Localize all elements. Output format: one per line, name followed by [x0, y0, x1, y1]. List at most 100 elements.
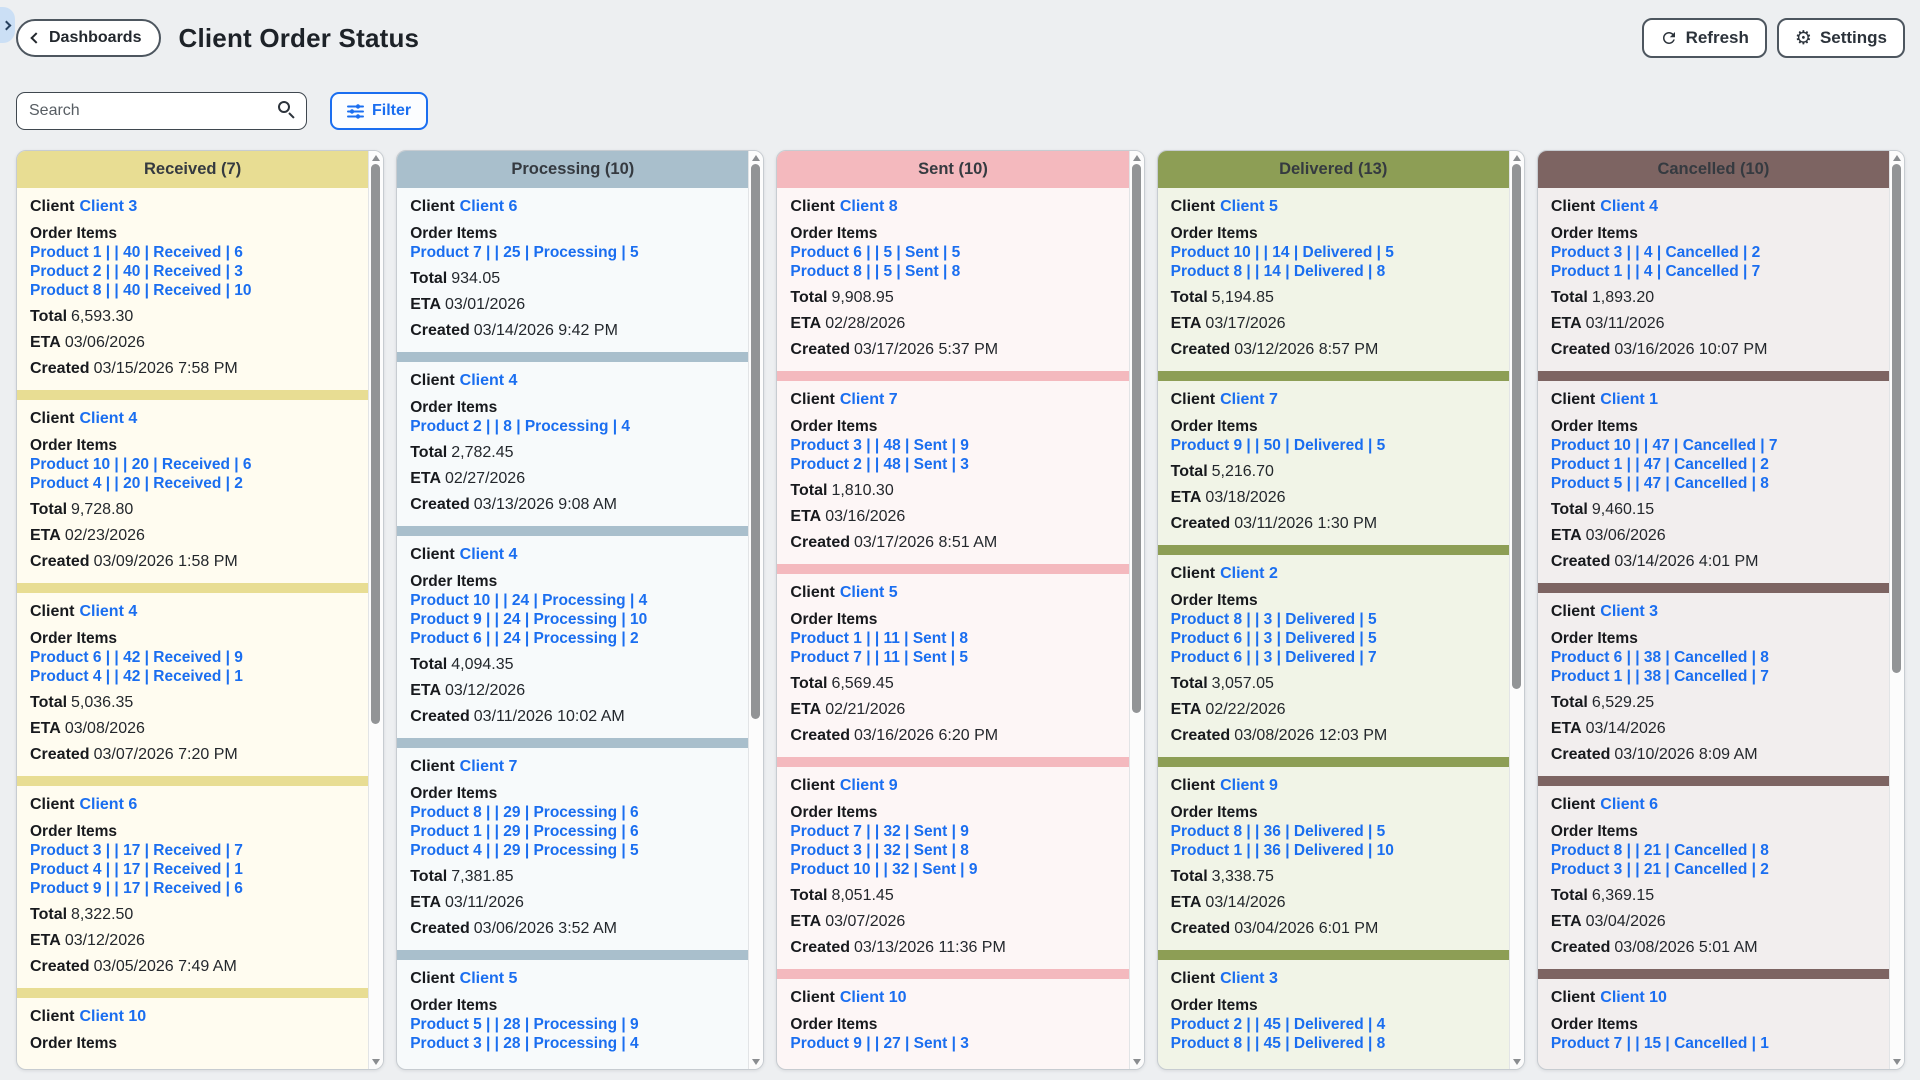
- order-item-link[interactable]: Product 3 | | 48 | Sent | 9: [790, 437, 969, 454]
- client-link[interactable]: Client 5: [1220, 198, 1278, 215]
- order-item-link[interactable]: Product 3 | | 28 | Processing | 4: [410, 1035, 639, 1052]
- scrollbar-thumb[interactable]: [371, 164, 381, 724]
- order-item-link[interactable]: Product 2 | | 40 | Received | 3: [30, 263, 243, 280]
- scrollbar-thumb[interactable]: [1131, 164, 1141, 713]
- order-item-link[interactable]: Product 9 | | 50 | Delivered | 5: [1170, 437, 1386, 454]
- order-item-link[interactable]: Product 1 | | 40 | Received | 6: [30, 244, 243, 261]
- order-item-link[interactable]: Product 6 | | 24 | Processing | 2: [410, 630, 639, 647]
- order-item-link[interactable]: Product 4 | | 42 | Received | 1: [30, 668, 243, 685]
- search-input[interactable]: [16, 92, 307, 130]
- scrollbar-up-arrow[interactable]: [1132, 155, 1141, 161]
- client-link[interactable]: Client 6: [79, 796, 138, 813]
- client-link[interactable]: Client 7: [839, 391, 898, 408]
- order-item-link[interactable]: Product 10 | | 47 | Cancelled | 7: [1550, 437, 1778, 454]
- client-link[interactable]: Client 4: [79, 603, 138, 620]
- order-item-link[interactable]: Product 5 | | 28 | Processing | 9: [410, 1016, 639, 1033]
- order-item-link[interactable]: Product 4 | | 20 | Received | 2: [30, 475, 243, 492]
- column-scrollbar[interactable]: [1508, 151, 1524, 1069]
- client-link[interactable]: Client 3: [79, 198, 138, 215]
- order-item-link[interactable]: Product 3 | | 21 | Cancelled | 2: [1550, 861, 1769, 878]
- client-link[interactable]: Client 3: [1220, 970, 1278, 987]
- client-link[interactable]: Client 1: [1600, 391, 1659, 408]
- order-item-link[interactable]: Product 8 | | 40 | Received | 10: [30, 282, 252, 299]
- client-link[interactable]: Client 4: [459, 372, 518, 389]
- order-item-link[interactable]: Product 6 | | 38 | Cancelled | 8: [1550, 649, 1769, 666]
- scrollbar-up-arrow[interactable]: [372, 155, 381, 161]
- order-item-link[interactable]: Product 10 | | 20 | Received | 6: [30, 456, 252, 473]
- order-item-link[interactable]: Product 8 | | 29 | Processing | 6: [410, 804, 639, 821]
- client-link[interactable]: Client 4: [459, 546, 518, 563]
- order-item-link[interactable]: Product 1 | | 36 | Delivered | 10: [1170, 842, 1394, 859]
- client-link[interactable]: Client 6: [459, 198, 518, 215]
- client-link[interactable]: Client 7: [459, 758, 518, 775]
- column-scrollbar[interactable]: [368, 151, 384, 1069]
- client-link[interactable]: Client 6: [1600, 796, 1659, 813]
- order-item-link[interactable]: Product 8 | | 3 | Delivered | 5: [1170, 611, 1377, 628]
- column-scrollbar[interactable]: [1889, 151, 1905, 1069]
- scrollbar-down-arrow[interactable]: [752, 1059, 761, 1065]
- scrollbar-up-arrow[interactable]: [752, 155, 761, 161]
- order-item-link[interactable]: Product 6 | | 5 | Sent | 5: [790, 244, 961, 261]
- settings-button[interactable]: ⚙ Settings: [1776, 18, 1905, 58]
- order-item-link[interactable]: Product 9 | | 27 | Sent | 3: [790, 1035, 969, 1052]
- order-item-link[interactable]: Product 10 | | 24 | Processing | 4: [410, 592, 648, 609]
- order-item-link[interactable]: Product 8 | | 5 | Sent | 8: [790, 263, 961, 280]
- order-item-link[interactable]: Product 6 | | 3 | Delivered | 7: [1170, 649, 1377, 666]
- order-item-link[interactable]: Product 9 | | 24 | Processing | 10: [410, 611, 648, 628]
- client-link[interactable]: Client 4: [79, 410, 138, 427]
- order-item-link[interactable]: Product 8 | | 21 | Cancelled | 8: [1550, 842, 1769, 859]
- scrollbar-up-arrow[interactable]: [1893, 155, 1902, 161]
- client-link[interactable]: Client 8: [839, 198, 898, 215]
- order-item-link[interactable]: Product 4 | | 29 | Processing | 5: [410, 842, 639, 859]
- order-item-link[interactable]: Product 10 | | 32 | Sent | 9: [790, 861, 978, 878]
- order-item-link[interactable]: Product 8 | | 14 | Delivered | 8: [1170, 263, 1386, 280]
- order-item-link[interactable]: Product 3 | | 4 | Cancelled | 2: [1550, 244, 1761, 261]
- order-item-link[interactable]: Product 3 | | 17 | Received | 7: [30, 842, 243, 859]
- scrollbar-down-arrow[interactable]: [372, 1059, 381, 1065]
- client-link[interactable]: Client 9: [1220, 777, 1278, 794]
- client-link[interactable]: Client 2: [1220, 565, 1278, 582]
- order-item-link[interactable]: Product 7 | | 32 | Sent | 9: [790, 823, 969, 840]
- order-item-link[interactable]: Product 8 | | 36 | Delivered | 5: [1170, 823, 1386, 840]
- refresh-button[interactable]: Refresh: [1641, 18, 1767, 58]
- scrollbar-down-arrow[interactable]: [1893, 1059, 1902, 1065]
- filter-button[interactable]: Filter: [330, 92, 429, 130]
- order-item-link[interactable]: Product 8 | | 45 | Delivered | 8: [1170, 1035, 1386, 1052]
- order-item-link[interactable]: Product 4 | | 17 | Received | 1: [30, 861, 243, 878]
- order-item-link[interactable]: Product 7 | | 15 | Cancelled | 1: [1550, 1035, 1769, 1052]
- column-scrollbar[interactable]: [748, 151, 764, 1069]
- client-link[interactable]: Client 10: [1600, 989, 1667, 1006]
- order-item-link[interactable]: Product 3 | | 32 | Sent | 8: [790, 842, 969, 859]
- column-scrollbar[interactable]: [1128, 151, 1144, 1069]
- order-item-link[interactable]: Product 2 | | 48 | Sent | 3: [790, 456, 969, 473]
- client-link[interactable]: Client 10: [839, 989, 907, 1006]
- scrollbar-down-arrow[interactable]: [1512, 1059, 1521, 1065]
- scrollbar-thumb[interactable]: [1511, 164, 1521, 689]
- order-item-link[interactable]: Product 1 | | 11 | Sent | 8: [790, 630, 968, 647]
- client-link[interactable]: Client 10: [79, 1008, 147, 1025]
- order-item-link[interactable]: Product 2 | | 8 | Processing | 4: [410, 418, 630, 435]
- order-item-link[interactable]: Product 1 | | 29 | Processing | 6: [410, 823, 639, 840]
- client-link[interactable]: Client 7: [1220, 391, 1278, 408]
- order-item-link[interactable]: Product 1 | | 47 | Cancelled | 2: [1550, 456, 1769, 473]
- scrollbar-thumb[interactable]: [751, 164, 761, 719]
- scrollbar-up-arrow[interactable]: [1512, 155, 1521, 161]
- order-item-link[interactable]: Product 1 | | 38 | Cancelled | 7: [1550, 668, 1769, 685]
- order-item-link[interactable]: Product 1 | | 4 | Cancelled | 7: [1550, 263, 1761, 280]
- scrollbar-down-arrow[interactable]: [1132, 1059, 1141, 1065]
- scrollbar-thumb[interactable]: [1892, 164, 1902, 673]
- order-item-link[interactable]: Product 6 | | 3 | Delivered | 5: [1170, 630, 1377, 647]
- order-item-link[interactable]: Product 9 | | 17 | Received | 6: [30, 880, 243, 897]
- client-link[interactable]: Client 9: [839, 777, 898, 794]
- client-link[interactable]: Client 4: [1600, 198, 1659, 215]
- client-link[interactable]: Client 5: [839, 584, 898, 601]
- order-item-link[interactable]: Product 10 | | 14 | Delivered | 5: [1170, 244, 1394, 261]
- order-item-link[interactable]: Product 5 | | 47 | Cancelled | 8: [1550, 475, 1769, 492]
- order-item-link[interactable]: Product 7 | | 11 | Sent | 5: [790, 649, 968, 666]
- sidebar-toggle[interactable]: [0, 7, 15, 43]
- order-item-link[interactable]: Product 6 | | 42 | Received | 9: [30, 649, 243, 666]
- back-to-dashboards-button[interactable]: Dashboards: [16, 19, 162, 57]
- order-item-link[interactable]: Product 7 | | 25 | Processing | 5: [410, 244, 639, 261]
- client-link[interactable]: Client 3: [1600, 603, 1659, 620]
- order-item-link[interactable]: Product 2 | | 45 | Delivered | 4: [1170, 1016, 1386, 1033]
